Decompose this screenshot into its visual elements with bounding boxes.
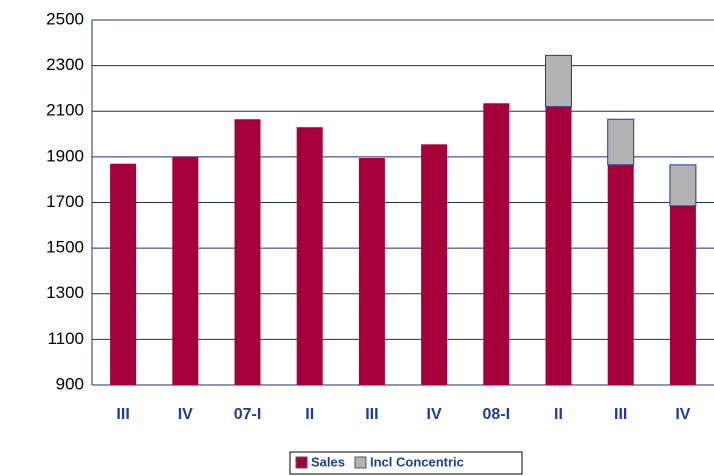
bar [234, 119, 261, 385]
y-tick-label: 1900 [46, 146, 84, 165]
x-tick-label: III [365, 406, 378, 423]
bar [296, 127, 323, 385]
bar [545, 106, 572, 385]
legend-label: Sales [311, 454, 345, 469]
y-tick-label: 2100 [46, 101, 84, 120]
bar [607, 118, 635, 166]
x-tick-label: II [305, 406, 314, 423]
bar [669, 205, 696, 385]
y-tick-label: 900 [56, 374, 84, 393]
y-tick-label: 1700 [46, 192, 84, 211]
x-tick-label: IV [178, 406, 193, 423]
x-tick-label: II [554, 406, 563, 423]
legend-box [289, 451, 523, 475]
x-tick-label: III [116, 406, 129, 423]
y-tick-label: 1500 [46, 238, 84, 257]
bar [607, 164, 634, 385]
y-tick-label: 2300 [46, 55, 84, 74]
bar [110, 163, 137, 385]
legend-label: Incl Concentric [370, 454, 464, 469]
x-tick-label: 08-I [483, 406, 511, 423]
legend-swatch [295, 456, 308, 469]
bar [358, 158, 385, 385]
x-tick-label: 07-I [234, 406, 262, 423]
bar [483, 103, 510, 385]
y-tick-label: 2500 [46, 9, 84, 28]
legend: Sales Incl Concentric [289, 451, 523, 475]
bar [669, 164, 697, 207]
legend-swatch [354, 456, 367, 469]
x-tick-label: IV [675, 406, 690, 423]
y-tick-label: 1300 [46, 283, 84, 302]
bar [545, 54, 572, 108]
x-tick-label: III [614, 406, 627, 423]
bar [421, 144, 448, 385]
y-tick-label: 1100 [47, 329, 84, 348]
bar [172, 156, 199, 385]
x-tick-label: IV [427, 406, 442, 423]
